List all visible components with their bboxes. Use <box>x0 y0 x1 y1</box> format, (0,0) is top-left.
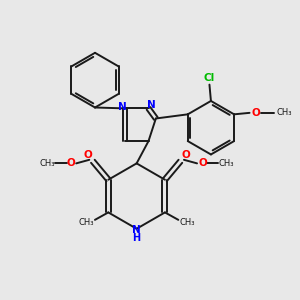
Text: N: N <box>147 100 156 110</box>
Text: O: O <box>182 150 190 160</box>
Text: CH₃: CH₃ <box>78 218 94 227</box>
Text: N: N <box>132 225 141 235</box>
Text: CH₃: CH₃ <box>219 159 234 168</box>
Text: O: O <box>198 158 207 168</box>
Text: O: O <box>83 150 92 160</box>
Text: N: N <box>118 102 127 112</box>
Text: O: O <box>67 158 75 168</box>
Text: O: O <box>251 108 260 118</box>
Text: CH₃: CH₃ <box>276 108 292 117</box>
Text: CH₃: CH₃ <box>39 159 55 168</box>
Text: Cl: Cl <box>204 73 215 83</box>
Text: H: H <box>133 233 141 243</box>
Text: CH₃: CH₃ <box>179 218 195 227</box>
